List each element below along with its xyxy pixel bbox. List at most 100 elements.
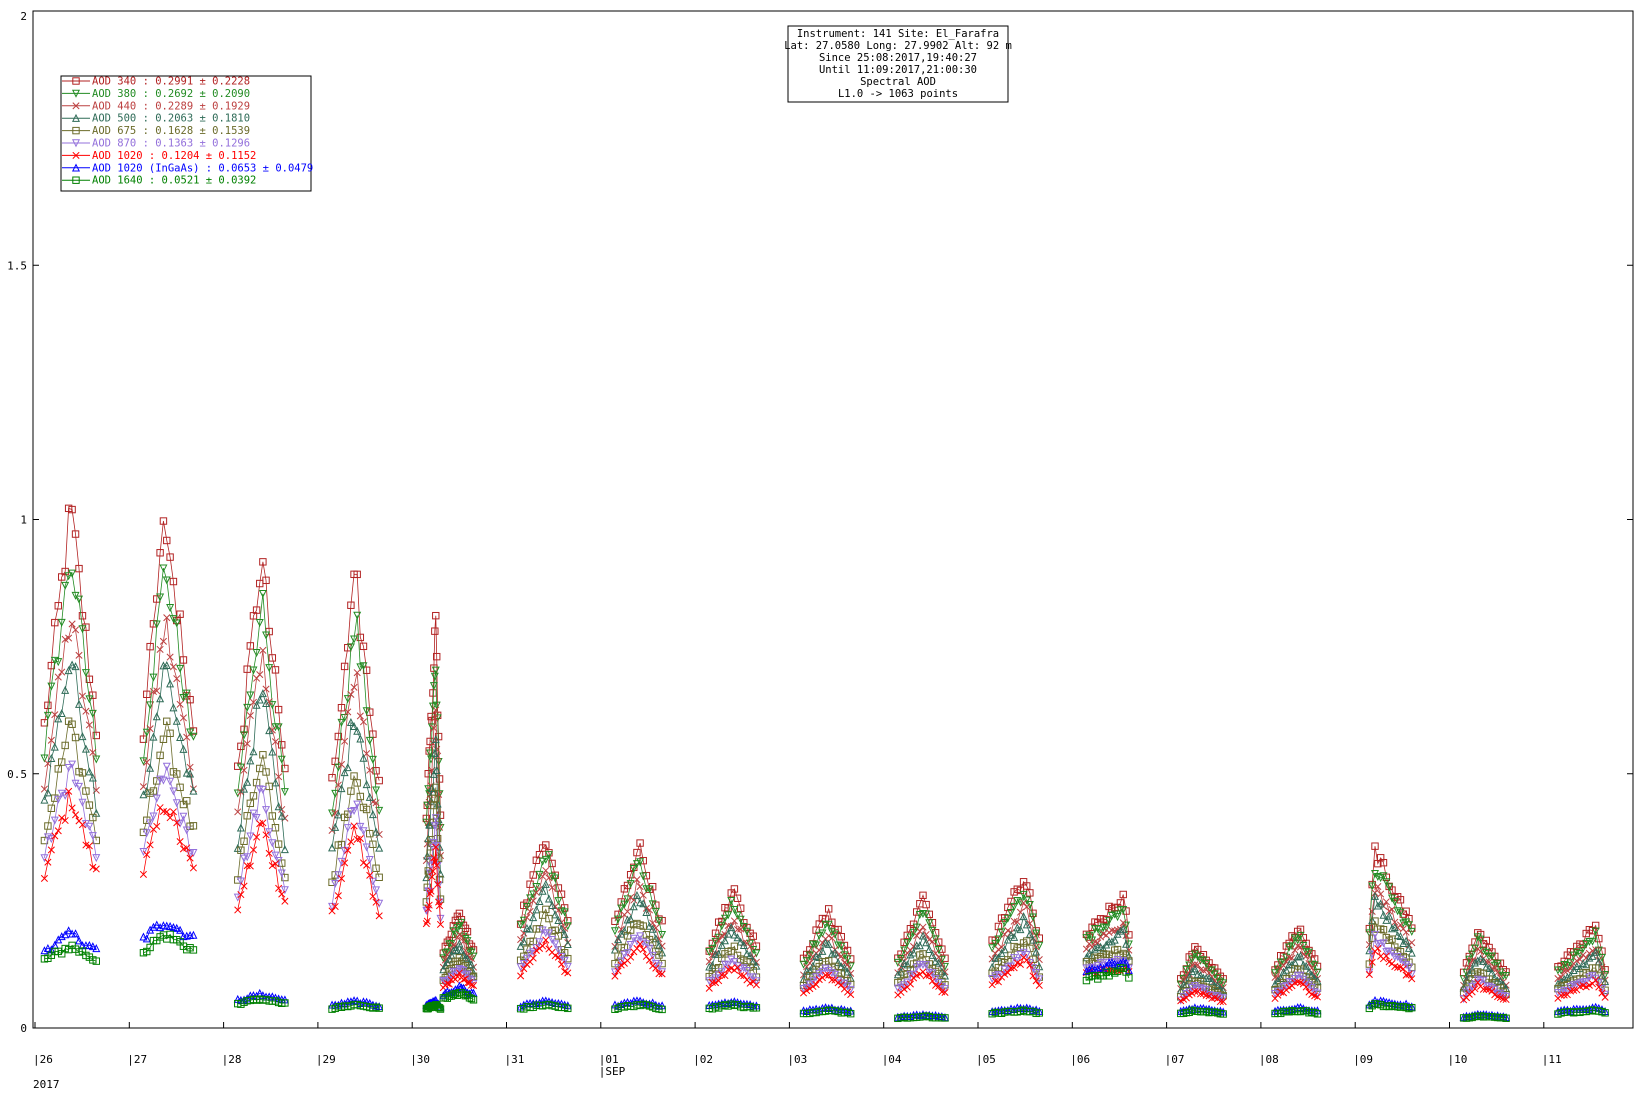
data-point <box>1026 919 1034 928</box>
data-point <box>900 985 908 993</box>
data-point <box>81 820 90 829</box>
data-point <box>1407 948 1416 957</box>
data-point <box>258 590 267 599</box>
data-point <box>182 826 191 835</box>
data-point <box>1188 983 1197 992</box>
data-point <box>1122 921 1131 930</box>
data-point <box>189 786 198 795</box>
data-point <box>1219 979 1228 988</box>
data-point <box>82 623 90 631</box>
data-point <box>940 962 950 971</box>
data-point <box>1396 921 1405 929</box>
day-profile <box>988 878 1044 1018</box>
data-point <box>651 907 660 916</box>
data-point <box>246 712 254 720</box>
data-point <box>163 614 171 622</box>
data-point <box>243 812 251 820</box>
data-point <box>818 946 827 955</box>
data-point <box>426 890 434 898</box>
data-point <box>803 986 811 995</box>
data-point <box>277 755 286 764</box>
data-point <box>334 871 343 880</box>
x-tick-label: |10 <box>1448 1053 1468 1066</box>
data-point <box>733 911 742 920</box>
data-point <box>1569 951 1578 960</box>
data-point <box>529 871 537 879</box>
data-point <box>1202 986 1211 995</box>
data-point <box>337 718 346 727</box>
data-point <box>1374 882 1382 891</box>
data-point <box>455 954 464 962</box>
data-point <box>274 840 283 848</box>
data-point <box>1113 913 1122 922</box>
data-point <box>636 932 645 941</box>
data-point <box>179 693 188 703</box>
data-point <box>1000 945 1009 954</box>
data-point <box>824 905 833 913</box>
series-line <box>991 956 1040 986</box>
data-point <box>545 914 553 923</box>
data-point <box>186 763 194 771</box>
x-tick-label: |05 <box>976 1053 996 1066</box>
data-point <box>334 763 343 772</box>
data-point <box>548 883 556 892</box>
data-point <box>799 989 808 997</box>
data-point <box>44 701 52 710</box>
data-point <box>265 664 274 673</box>
data-point <box>1407 927 1416 936</box>
data-point <box>173 675 181 683</box>
data-point <box>1566 965 1575 973</box>
data-point <box>186 769 195 778</box>
data-point <box>1488 987 1496 995</box>
data-point <box>430 664 438 672</box>
data-point <box>166 604 175 613</box>
data-point <box>430 821 439 830</box>
data-point <box>243 777 252 786</box>
data-point <box>277 811 286 820</box>
data-point <box>1482 985 1490 993</box>
data-point <box>1370 930 1380 939</box>
legend-label: AOD 1020 (InGaAs) : 0.0653 ± 0.0479 <box>92 162 313 174</box>
data-point <box>368 810 377 819</box>
data-point <box>427 862 436 871</box>
data-point <box>1022 950 1031 959</box>
data-point <box>82 787 90 795</box>
data-point <box>629 864 638 873</box>
data-point <box>246 642 255 650</box>
data-point <box>1000 918 1009 927</box>
data-point <box>642 940 651 949</box>
legend-label: AOD 870 : 0.1363 ± 0.1296 <box>92 138 250 150</box>
series-line <box>237 650 286 819</box>
data-point <box>81 744 90 753</box>
data-point <box>350 822 358 830</box>
data-point <box>919 968 927 976</box>
data-point <box>429 682 438 691</box>
legend-series-name: AOD 675 <box>92 125 136 137</box>
data-point <box>259 751 267 759</box>
data-point <box>350 721 359 731</box>
data-point <box>441 949 450 958</box>
data-point <box>934 978 943 988</box>
data-point <box>61 791 70 800</box>
data-point <box>64 666 73 675</box>
data-point <box>58 668 66 676</box>
data-point <box>347 838 355 846</box>
data-point <box>651 959 660 968</box>
data-point <box>1368 950 1377 959</box>
data-point <box>258 785 267 794</box>
data-point <box>649 962 657 970</box>
y-tick-label: 0 <box>20 1022 27 1035</box>
data-point <box>941 988 949 996</box>
data-point <box>610 945 619 954</box>
data-point <box>636 858 645 867</box>
data-point <box>372 898 380 906</box>
data-point <box>922 938 931 947</box>
data-point <box>328 878 336 886</box>
series-line <box>520 869 569 943</box>
data-point <box>50 742 59 751</box>
day-profile <box>1553 921 1610 1018</box>
data-point <box>1313 968 1322 977</box>
data-point <box>443 994 452 1002</box>
series-line <box>614 923 663 964</box>
data-point <box>551 874 560 883</box>
